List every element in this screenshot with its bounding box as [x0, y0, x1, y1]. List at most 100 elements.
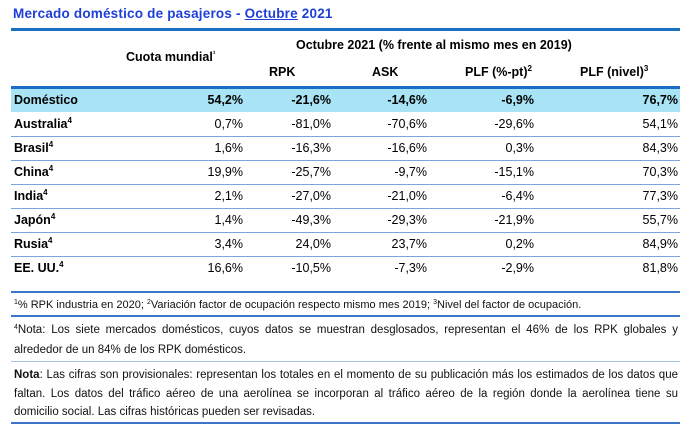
table-row: India4 2,1% -27,0% -21,0% -6,4% 77,3%: [11, 185, 680, 208]
title-year: 2021: [297, 6, 333, 21]
cell-plf-level: 81,8%: [642, 261, 678, 275]
cell-rpk: 24,0%: [295, 237, 331, 251]
top-rule: [11, 28, 680, 31]
cell-plf-level: 84,3%: [642, 141, 678, 155]
header-share-label: Cuota mundial: [126, 50, 213, 64]
title-prefix: Mercado doméstico de pasajeros -: [13, 6, 245, 21]
footnote-3-sup: 3: [433, 299, 438, 306]
row-name: Australia4: [14, 116, 72, 132]
row-divider: [11, 136, 680, 137]
cell-share: 0,7%: [214, 117, 244, 131]
note-rule: [11, 361, 680, 362]
row-name: Doméstico: [14, 93, 78, 107]
footnote-4-sup: 4: [14, 324, 18, 331]
cell-share: 1,6%: [214, 141, 244, 155]
footnote-2-text: Variación factor de ocupación respecto m…: [150, 299, 434, 311]
cell-plf-level: 70,3%: [642, 165, 678, 179]
cell-ask: -29,3%: [387, 213, 427, 227]
cell-share: 1,4%: [214, 213, 244, 227]
cell-ask: 23,7%: [391, 237, 427, 251]
cell-rpk: -81,0%: [291, 117, 331, 131]
header-share: Cuota mundial¹: [126, 49, 216, 65]
header-share-sup: ¹: [212, 49, 216, 58]
cell-ask: -9,7%: [394, 165, 427, 179]
footnote-definitions: 1% RPK industria en 2020; 2Variación fac…: [14, 296, 678, 314]
row-name-sup: 4: [48, 164, 54, 173]
header-group-label: Octubre 2021 (% frente al mismo mes en 2…: [296, 38, 572, 52]
cell-rpk: -10,5%: [291, 261, 331, 275]
cell-share: 19,9%: [207, 165, 243, 179]
cell-ask: -14,6%: [387, 93, 427, 107]
page-title: Mercado doméstico de pasajeros - Octubre…: [13, 6, 333, 21]
footnote-1-text: % RPK industria en 2020;: [17, 299, 147, 311]
cell-plf-level: 54,1%: [642, 117, 678, 131]
row-name: India4: [14, 188, 48, 204]
cell-share: 16,6%: [207, 261, 243, 275]
row-name-sup: 4: [59, 260, 64, 269]
row-divider: [11, 184, 680, 185]
cell-rpk: -21,6%: [291, 93, 331, 107]
cell-plf-level: 76,7%: [642, 93, 678, 107]
row-name-sup: 4: [43, 188, 48, 197]
cell-ask: -21,0%: [387, 189, 427, 203]
table-row: Rusia4 3,4% 24,0% 23,7% 0,2% 84,9%: [11, 233, 680, 256]
table-row: Brasil4 1,6% -16,3% -16,6% 0,3% 84,3%: [11, 137, 680, 160]
cell-plf-pt: -6,9%: [501, 93, 534, 107]
cell-plf-pt: -21,9%: [494, 213, 534, 227]
footnote-4-text: Nota: Los siete mercados domésticos, cuy…: [14, 324, 678, 356]
header-col-rpk: RPK: [269, 65, 295, 79]
cell-share: 2,1%: [214, 189, 244, 203]
row-divider: [11, 232, 680, 233]
cell-plf-pt: 0,3%: [505, 141, 535, 155]
header-rpk-label: RPK: [269, 65, 296, 79]
row-name-text: China: [14, 165, 49, 179]
cell-ask: -70,6%: [387, 117, 427, 131]
table-row-domestic: Doméstico 54,2% -21,6% -14,6% -6,9% 76,7%: [11, 89, 680, 112]
cell-rpk: -25,7%: [291, 165, 331, 179]
row-name-sup: 4: [48, 140, 54, 149]
row-name-text: Doméstico: [14, 93, 78, 107]
table-row: Japón4 1,4% -49,3% -29,3% -21,9% 55,7%: [11, 209, 680, 232]
cell-rpk: -16,3%: [291, 141, 331, 155]
cell-ask: -16,6%: [387, 141, 427, 155]
row-name-sup: 4: [50, 212, 56, 221]
title-month: Octubre: [244, 6, 298, 21]
footnote-1-sup: 1: [14, 299, 18, 306]
cell-rpk: -49,3%: [291, 213, 331, 227]
cell-plf-pt: -6,4%: [501, 189, 534, 203]
row-name: Rusia4: [14, 237, 53, 252]
table-row: Australia4 0,7% -81,0% -70,6% -29,6% 54,1%: [11, 113, 680, 136]
header-plf-pt-sup: 2: [527, 64, 532, 73]
header-col-plf-pt: PLF (%-pt)2: [465, 64, 532, 80]
cell-plf-pt: -2,9%: [501, 261, 534, 275]
header-plf-pt-label: PLF (%-pt): [465, 65, 528, 79]
note-label: Nota: [14, 369, 40, 381]
cell-plf-level: 55,7%: [642, 213, 678, 227]
cell-rpk: -27,0%: [291, 189, 331, 203]
cell-share: 54,2%: [207, 93, 243, 107]
cell-plf-pt: -15,1%: [494, 165, 534, 179]
header-ask-label: ASK: [372, 65, 399, 79]
header-col-ask: ASK: [372, 65, 398, 79]
table-row: EE. UU.4 16,6% -10,5% -7,3% -2,9% 81,8%: [11, 257, 680, 280]
row-name: China4: [14, 164, 54, 180]
cell-plf-level: 84,9%: [642, 237, 678, 251]
cell-plf-pt: -29,6%: [494, 117, 534, 131]
row-name-sup: 4: [67, 116, 72, 125]
header-col-plf-level: PLF (nivel)3: [580, 64, 649, 80]
header-plf-level-sup: 3: [643, 64, 649, 73]
footnote-4: 4Nota: Los siete mercados domésticos, cu…: [14, 320, 678, 360]
footnote-3-text: Nivel del factor de ocupación.: [437, 299, 582, 311]
row-name-text: Rusia: [14, 237, 49, 251]
bottom-rule: [11, 422, 680, 424]
row-divider: [11, 256, 680, 257]
header-rule: [11, 86, 680, 89]
row-name-text: EE. UU.: [14, 261, 60, 275]
cell-plf-pt: 0,2%: [505, 237, 535, 251]
row-name-text: Japón: [14, 213, 51, 227]
cell-share: 3,4%: [214, 237, 244, 251]
row-divider: [11, 160, 680, 161]
row-name-text: Brasil: [14, 141, 49, 155]
row-divider: [11, 208, 680, 209]
row-name-text: India: [14, 189, 44, 203]
